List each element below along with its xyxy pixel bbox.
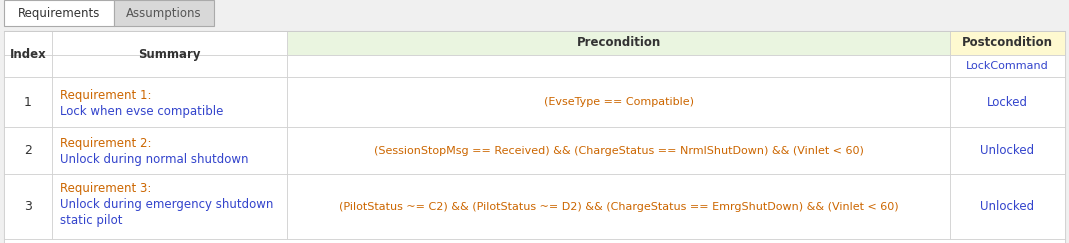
Bar <box>52 77 286 127</box>
Bar <box>286 174 950 239</box>
Bar <box>4 77 52 127</box>
Text: Index: Index <box>10 47 46 61</box>
Text: (EvseType == Compatible): (EvseType == Compatible) <box>543 97 694 107</box>
Bar <box>286 77 950 127</box>
Text: Precondition: Precondition <box>576 36 661 50</box>
Bar <box>4 174 52 239</box>
Bar <box>114 0 214 26</box>
Bar <box>4 127 52 174</box>
Text: Requirement 2:: Requirement 2: <box>60 137 152 150</box>
Bar <box>286 127 950 174</box>
Text: Unlock during normal shutdown: Unlock during normal shutdown <box>60 153 248 166</box>
Bar <box>4 26 1065 31</box>
Bar <box>4 55 52 77</box>
Text: Requirements: Requirements <box>18 7 100 19</box>
Bar <box>950 77 1065 127</box>
Bar <box>4 31 1065 243</box>
Text: Requirement 1:: Requirement 1: <box>60 88 152 102</box>
Bar <box>950 127 1065 174</box>
Bar <box>52 174 286 239</box>
Bar <box>950 174 1065 239</box>
Text: Summary: Summary <box>138 47 201 61</box>
Bar <box>950 31 1065 55</box>
Bar <box>52 31 286 55</box>
Bar <box>4 239 1065 243</box>
Text: static pilot: static pilot <box>60 214 123 226</box>
Text: Unlock during emergency shutdown: Unlock during emergency shutdown <box>60 198 274 210</box>
Text: Requirement 3:: Requirement 3: <box>60 182 152 194</box>
Text: 2: 2 <box>25 144 32 157</box>
Bar <box>4 0 114 26</box>
Bar <box>52 127 286 174</box>
Text: Assumptions: Assumptions <box>126 7 202 19</box>
Text: Locked: Locked <box>987 95 1028 109</box>
Text: (PilotStatus ~= C2) && (PilotStatus ~= D2) && (ChargeStatus == EmrgShutDown) && : (PilotStatus ~= C2) && (PilotStatus ~= D… <box>339 201 898 211</box>
Bar <box>286 55 950 77</box>
Bar <box>52 55 286 77</box>
Text: 3: 3 <box>25 200 32 213</box>
Text: Unlocked: Unlocked <box>980 144 1035 157</box>
Text: LockCommand: LockCommand <box>966 61 1049 71</box>
Text: Lock when evse compatible: Lock when evse compatible <box>60 104 223 118</box>
Bar <box>286 31 950 55</box>
Bar <box>950 55 1065 77</box>
Text: (SessionStopMsg == Received) && (ChargeStatus == NrmlShutDown) && (Vinlet < 60): (SessionStopMsg == Received) && (ChargeS… <box>373 146 864 156</box>
Text: 1: 1 <box>25 95 32 109</box>
Text: Postcondition: Postcondition <box>962 36 1053 50</box>
Text: Unlocked: Unlocked <box>980 200 1035 213</box>
Bar <box>4 31 52 55</box>
